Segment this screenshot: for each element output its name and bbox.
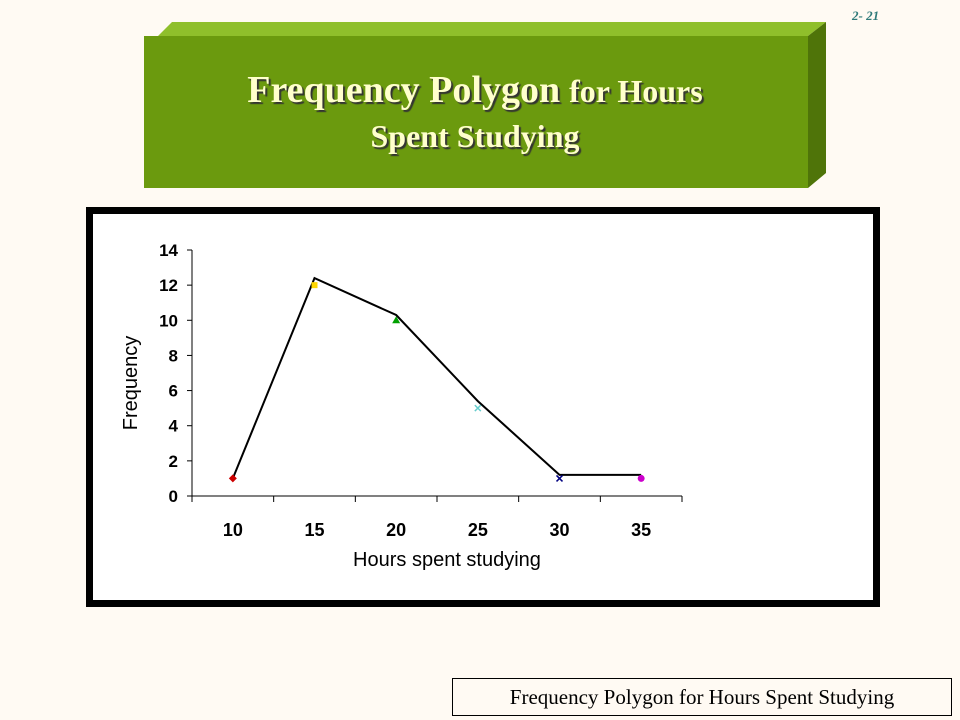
x-tick-label: 35 bbox=[631, 520, 651, 540]
title-line1-big: Frequency Polygon bbox=[247, 69, 561, 111]
title-banner-shape bbox=[144, 22, 826, 188]
y-tick-label: 0 bbox=[169, 487, 178, 506]
x-tick-label: 25 bbox=[468, 520, 488, 540]
polygon-series-line bbox=[231, 276, 642, 479]
data-point-marker bbox=[474, 404, 482, 412]
y-tick-label: 12 bbox=[159, 276, 178, 295]
x-tick-label: 15 bbox=[304, 520, 324, 540]
data-point-marker bbox=[555, 474, 564, 482]
chart-frame: 0 2 4 6 8 10 12 14 10 15 20 25 30 35 Hours spent study… bbox=[86, 207, 880, 607]
x-tick-label: 20 bbox=[386, 520, 406, 540]
x-tick-label: 10 bbox=[223, 520, 243, 540]
frequency-polygon-chart: 0 2 4 6 8 10 12 14 10 15 20 25 30 35 Hours spent study… bbox=[120, 241, 683, 571]
data-point-marker bbox=[228, 474, 237, 483]
y-tick-label: 2 bbox=[169, 452, 178, 471]
title-line2: Spent Studying bbox=[370, 118, 580, 154]
y-axis-label: Frequency bbox=[120, 336, 142, 431]
y-tick-label: 4 bbox=[169, 417, 179, 436]
y-tick-label: 6 bbox=[169, 382, 178, 401]
page-title: Frequency Polygon for Hours Spent Studyi… bbox=[145, 68, 805, 158]
x-tick-label: 30 bbox=[549, 520, 569, 540]
title-line1-small: for Hours bbox=[569, 73, 703, 109]
data-point-marker bbox=[392, 316, 401, 324]
title-banner: Frequency Polygon for Hours Spent Studyi… bbox=[140, 18, 830, 193]
slide-number: 2- 21 bbox=[852, 8, 880, 23]
x-axis-label: Hours spent studying bbox=[353, 549, 541, 571]
y-tick-label: 10 bbox=[159, 311, 178, 330]
data-point-marker bbox=[637, 474, 645, 482]
y-tick-label: 14 bbox=[159, 241, 178, 260]
y-tick-label: 8 bbox=[169, 346, 178, 365]
data-point-marker bbox=[311, 282, 318, 289]
caption-box: Frequency Polygon for Hours Spent Studyi… bbox=[452, 678, 952, 716]
